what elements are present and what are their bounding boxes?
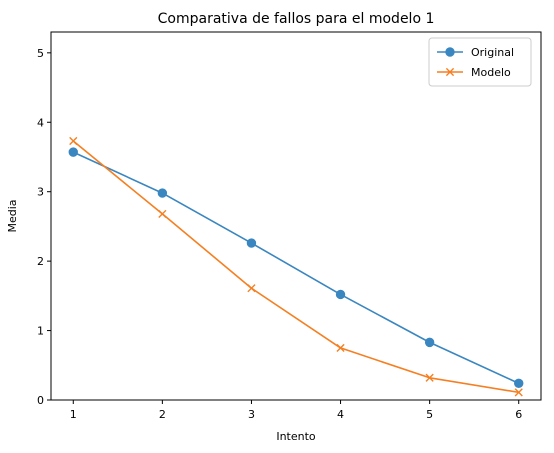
legend-label: Original	[471, 46, 514, 59]
y-axis-label: Media	[6, 199, 19, 232]
data-point-original	[335, 289, 346, 300]
y-tick-label: 4	[37, 116, 44, 129]
legend-marker	[445, 47, 455, 57]
legend-marker	[445, 67, 455, 77]
data-point-original	[514, 378, 524, 389]
x-tick-label: 3	[248, 408, 255, 421]
series-line-modelo	[72, 140, 519, 394]
data-point-original	[68, 147, 78, 157]
chart-title: Comparativa de fallos para el modelo 1	[158, 11, 435, 27]
data-point-modelo	[336, 343, 345, 353]
y-tick-label: 2	[37, 255, 44, 268]
y-axis: 0 1 2 3 4 5	[37, 47, 51, 407]
x-tick-label: 2	[159, 408, 166, 421]
x-axis: 1 2 3 4 5 6	[70, 400, 522, 421]
legend: Original Modelo	[428, 37, 532, 87]
series-modelo	[69, 136, 523, 397]
x-tick-label: 1	[70, 408, 77, 421]
data-point-original	[424, 337, 435, 348]
series-original	[68, 147, 524, 389]
y-tick-label: 1	[37, 325, 44, 338]
data-point-modelo	[158, 209, 167, 219]
x-tick-label: 5	[426, 408, 433, 421]
legend-box	[428, 37, 532, 87]
series-layer	[68, 136, 524, 397]
x-axis-label: Intento	[276, 430, 316, 443]
legend-item-modelo: Modelo	[437, 66, 511, 79]
series-line-original	[72, 151, 520, 385]
plot-area	[50, 31, 542, 401]
y-tick-label: 0	[37, 394, 44, 407]
x-tick-label: 4	[337, 408, 344, 421]
data-point-original	[246, 238, 257, 248]
data-point-modelo	[425, 373, 434, 382]
x-tick-label: 6	[515, 408, 522, 421]
y-tick-label: 3	[37, 186, 44, 199]
data-point-modelo	[69, 136, 78, 146]
legend-label: Modelo	[471, 66, 511, 79]
legend-item-original: Original	[437, 46, 514, 59]
plot-frame	[50, 31, 542, 401]
data-point-modelo	[247, 284, 256, 293]
data-point-original	[157, 188, 168, 198]
data-point-modelo	[514, 388, 523, 397]
y-tick-label: 5	[37, 47, 44, 60]
